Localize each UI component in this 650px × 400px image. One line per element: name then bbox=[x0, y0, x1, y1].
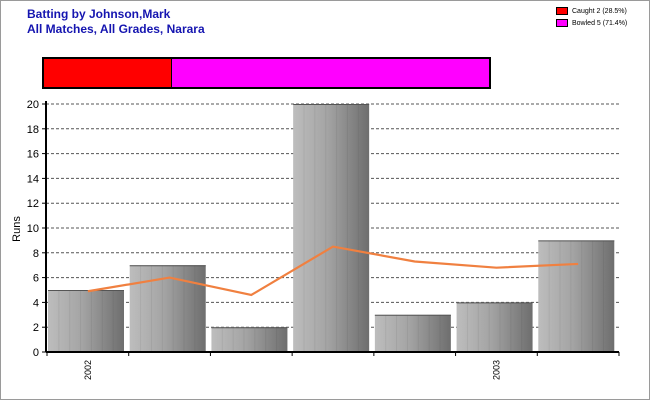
y-tick-label: 0 bbox=[33, 347, 39, 359]
dismissal-segment-caught bbox=[44, 59, 171, 87]
legend-item-bowled: Bowled 5 (71.4%) bbox=[556, 18, 646, 28]
legend-swatch-caught bbox=[556, 7, 568, 15]
legend-swatch-bowled bbox=[556, 19, 568, 27]
dismissal-legend: Caught 2 (28.5%) Bowled 5 (71.4%) bbox=[556, 6, 646, 30]
dismissal-segment-bowled bbox=[170, 59, 489, 87]
dismissal-proportion-bar bbox=[42, 57, 491, 89]
y-tick-label: 6 bbox=[33, 273, 39, 285]
y-tick-label: 16 bbox=[27, 149, 39, 161]
chart-subtitle: All Matches, All Grades, Narara bbox=[27, 22, 205, 36]
y-tick-label: 4 bbox=[33, 297, 39, 309]
y-tick-label: 20 bbox=[27, 99, 39, 111]
bar bbox=[538, 240, 615, 352]
bar bbox=[48, 290, 124, 352]
y-tick-label: 14 bbox=[27, 173, 39, 185]
x-tick-label: 2003 bbox=[491, 360, 501, 380]
y-tick-label: 18 bbox=[27, 124, 39, 136]
y-tick-label: 8 bbox=[33, 248, 39, 260]
bar bbox=[211, 327, 288, 352]
legend-item-caught: Caught 2 (28.5%) bbox=[556, 6, 646, 16]
bar bbox=[456, 302, 533, 352]
y-tick-label: 2 bbox=[33, 322, 39, 334]
bar bbox=[129, 265, 206, 352]
bar bbox=[374, 314, 451, 352]
bar bbox=[293, 104, 370, 352]
y-tick-label: 10 bbox=[27, 223, 39, 235]
legend-label-caught: Caught 2 (28.5%) bbox=[572, 7, 627, 15]
chart-title: Batting by Johnson,Mark bbox=[27, 7, 171, 21]
trend-line bbox=[87, 245, 579, 297]
y-axis-label: Runs bbox=[11, 216, 23, 242]
x-tick-label: 2002 bbox=[83, 360, 93, 380]
y-tick-label: 12 bbox=[27, 198, 39, 210]
legend-label-bowled: Bowled 5 (71.4%) bbox=[572, 19, 628, 27]
